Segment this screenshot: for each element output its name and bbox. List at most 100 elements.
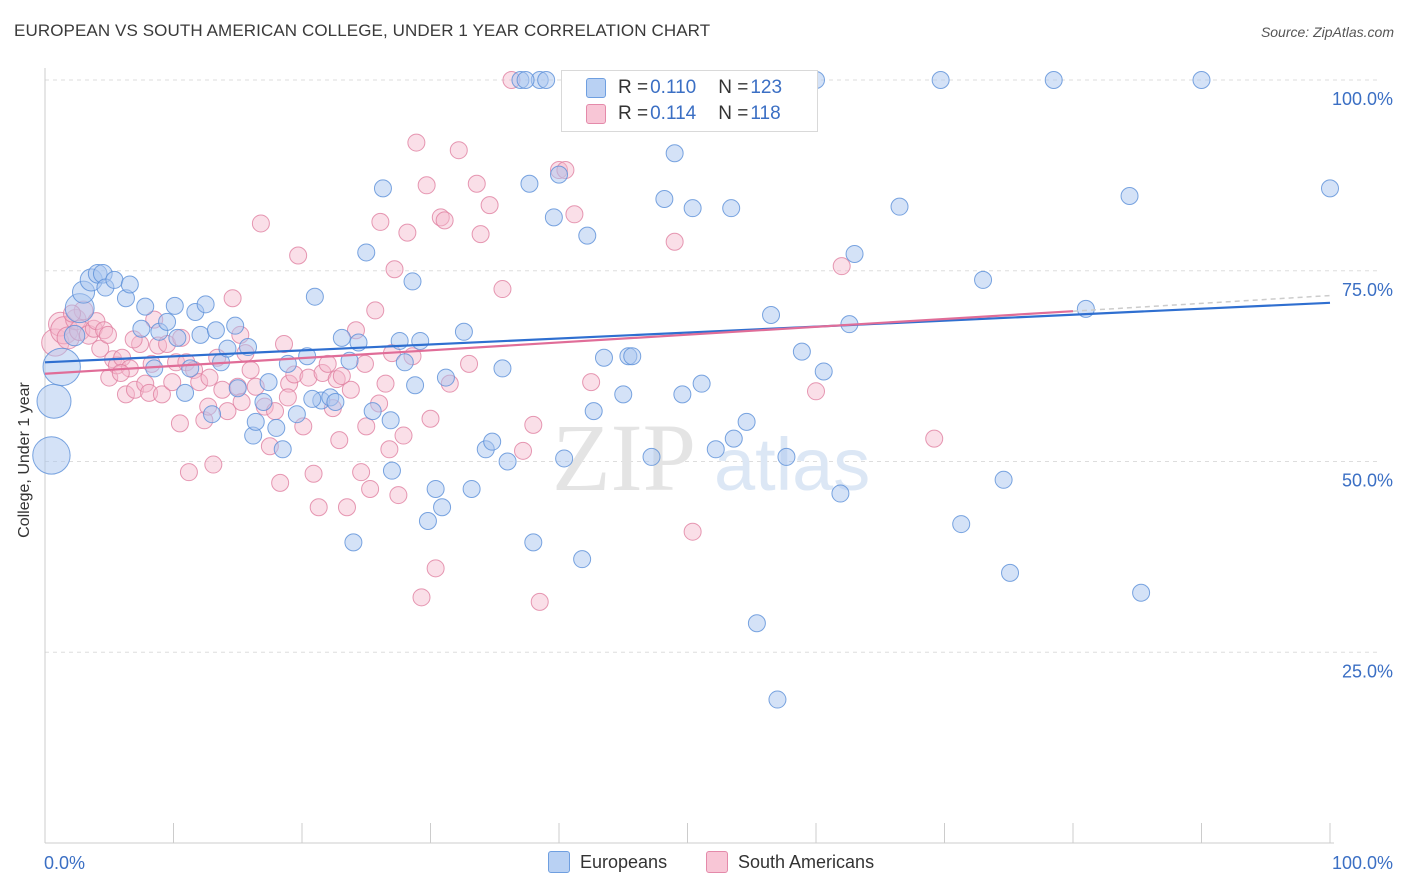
europeans-point [165,296,184,315]
europeans-point [683,199,702,218]
europeans-point [655,190,674,209]
europeans-point [994,470,1013,489]
europeans-point [831,484,850,503]
europeans-point [254,392,273,411]
south-americans-point [179,463,198,482]
y-tick-label: 75.0% [1342,280,1393,300]
south-americans-trend-extension [1072,294,1331,312]
chart-title: EUROPEAN VS SOUTH AMERICAN COLLEGE, UNDE… [14,21,711,40]
europeans-point [181,359,200,378]
legend-n-label: N = [718,77,749,98]
europeans-point [550,165,568,184]
europeans-point [665,144,684,163]
europeans-swatch [586,78,606,98]
south-americans-point [582,373,601,392]
europeans-point [411,331,430,350]
europeans-point [426,479,445,498]
europeans-point [191,325,210,344]
south-americans-point [111,363,130,382]
europeans-point [931,71,950,89]
europeans-point [206,321,225,340]
europeans-point [724,429,743,448]
south-americans-point [337,498,356,517]
europeans-point [537,71,556,89]
legend-row-south-americans: R = 0.114 N = 118 [586,102,781,126]
europeans-point [792,342,811,361]
europeans-point [777,447,796,466]
europeans-point [363,402,382,421]
south-americans-swatch [586,104,606,124]
europeans-point [303,389,322,408]
europeans-point [737,412,756,431]
south-americans-point [289,246,308,265]
south-americans-point [421,409,440,428]
south-americans-point [480,196,499,215]
south-americans-point [204,455,223,474]
europeans-point [228,379,247,398]
europeans-point [433,498,452,517]
europeans-point [768,690,787,709]
europeans-point [614,385,633,404]
south-americans-point [380,440,399,459]
europeans-point [1321,179,1339,198]
europeans-point [1120,186,1139,205]
legend-r-value: 0.114 [650,103,697,124]
watermark-zip: ZIP [552,404,696,511]
europeans-point [584,402,603,421]
south-americans-point [309,498,328,517]
europeans-point [454,322,473,341]
europeans-point [462,479,481,498]
south-americans-point [241,360,260,379]
bottom-legend-south-americans-label: South Americans [738,851,875,872]
europeans-point [196,295,215,314]
south-americans-point [449,141,468,160]
tick-labels: 25.0% 50.0% 75.0% 100.0% 0.0% 100.0% [44,89,1393,873]
europeans-point [524,533,543,552]
south-americans-point [665,232,684,251]
europeans-point [436,368,455,387]
south-americans-point [275,334,294,353]
south-americans-point [318,354,337,373]
south-americans-point [355,354,374,373]
legend-r-label: R = [618,103,649,124]
europeans-point [722,199,741,218]
europeans-point [1192,71,1211,89]
south-americans-point [200,368,219,387]
south-americans-point [116,385,135,404]
south-americans-point [426,559,445,578]
europeans-point [544,208,563,227]
trend-lines [44,294,1331,375]
europeans-point [395,353,414,372]
watermark: ZIP atlas [552,404,870,511]
europeans-point [136,297,155,316]
europeans-point [747,614,766,633]
europeans-point [406,376,425,395]
south-americans-point [357,417,376,436]
south-americans-point [412,588,431,607]
south-americans-swatch [706,851,728,873]
europeans-point [120,275,139,294]
south-americans-point [98,325,117,344]
south-americans-point [332,367,351,386]
europeans-point [974,270,993,289]
south-americans-point [87,312,106,331]
south-americans-point [299,368,318,387]
europeans-point [42,347,81,387]
europeans-point [814,362,833,381]
europeans-point [573,550,592,569]
south-americans-point [376,374,395,393]
europeans-point [357,243,376,262]
europeans-trend-line [44,301,1331,364]
europeans-point [239,338,258,357]
south-americans-point [304,464,323,483]
europeans-point [168,328,187,347]
south-americans-point [361,479,380,498]
europeans-point [226,316,245,335]
europeans-point [305,287,324,306]
europeans-point [1044,71,1063,89]
europeans-point [158,312,177,331]
europeans-point [673,385,692,404]
south-americans-point [91,339,110,358]
south-americans-point [417,176,436,195]
